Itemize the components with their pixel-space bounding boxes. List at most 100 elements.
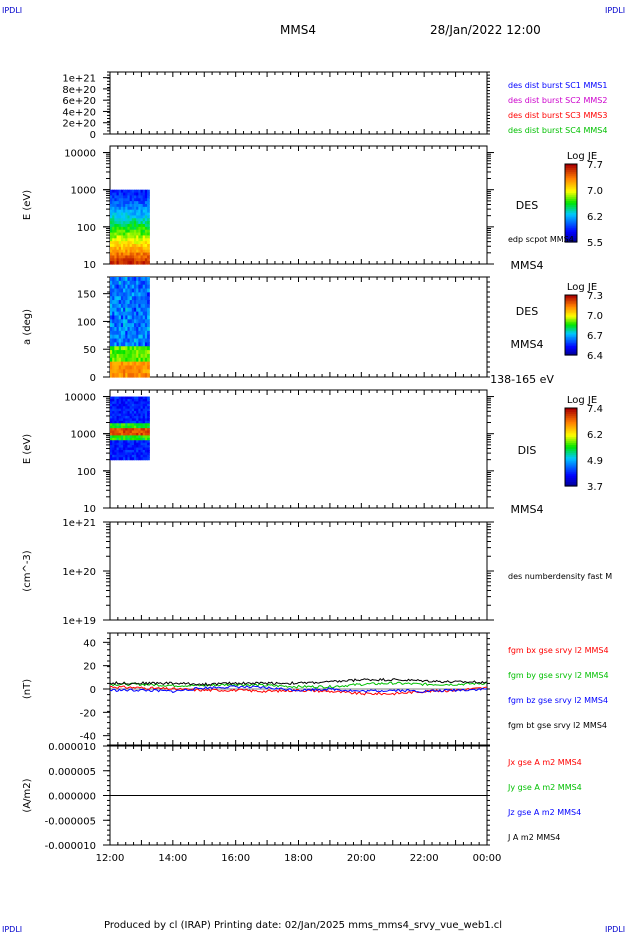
heatmap-cell <box>142 303 146 309</box>
heatmap-cell <box>133 430 137 434</box>
heatmap-cell <box>147 346 150 351</box>
heatmap-cell <box>123 238 126 242</box>
heatmap-cell <box>125 288 129 293</box>
heatmap-cell <box>123 447 126 451</box>
colorbar-segment <box>565 317 577 320</box>
heatmap-cell <box>123 241 126 245</box>
heatmap-cell <box>131 241 135 245</box>
heatmap-cell <box>147 243 150 248</box>
colorbar-segment <box>565 334 577 337</box>
heatmap-cell <box>123 369 126 374</box>
heatmap-cell <box>118 249 122 254</box>
heatmap-cell <box>116 296 120 301</box>
heatmap-cell <box>129 261 133 265</box>
heatmap-cell <box>147 192 150 197</box>
heatmap-cell <box>133 420 137 424</box>
heatmap-cell <box>114 365 118 370</box>
heatmap-cell <box>129 437 133 441</box>
heatmap-cell <box>144 203 148 208</box>
heatmap-cell <box>136 346 139 351</box>
heatmap-cell <box>136 300 139 305</box>
heatmap-cell <box>147 206 150 211</box>
heatmap-cell <box>116 365 120 370</box>
heatmap-cell <box>133 396 137 400</box>
heatmap-cell <box>142 232 146 237</box>
heatmap-cell <box>140 361 144 367</box>
heatmap-cell <box>123 411 126 415</box>
heatmap-cell <box>142 261 146 265</box>
heatmap-cell <box>110 401 113 405</box>
heatmap-cell <box>136 192 139 197</box>
heatmap-cell <box>138 440 142 444</box>
heatmap-cell <box>118 198 122 202</box>
heatmap-cell <box>110 357 113 363</box>
heatmap-cell <box>125 361 129 367</box>
heatmap-cell <box>142 440 146 444</box>
heatmap-cell <box>136 420 139 424</box>
heatmap-cell <box>133 238 137 242</box>
heatmap-cell <box>112 241 115 245</box>
heatmap-cell <box>136 232 139 237</box>
heatmap-cell <box>112 311 115 317</box>
heatmap-cell <box>123 303 126 309</box>
heatmap-cell <box>144 334 148 340</box>
heatmap-cell <box>131 449 135 453</box>
heatmap-cell <box>125 258 129 262</box>
heatmap-cell <box>125 428 129 432</box>
heatmap-cell <box>118 452 122 456</box>
heatmap-cell <box>144 357 148 363</box>
y-tick-label: 100 <box>77 223 96 234</box>
heatmap-cell <box>142 229 146 234</box>
heatmap-cell <box>116 415 120 419</box>
heatmap-cell <box>127 315 131 320</box>
side-label: DES <box>516 305 538 318</box>
heatmap-cell <box>138 261 142 265</box>
heatmap-cell <box>138 243 142 248</box>
heatmap-cell <box>138 353 142 359</box>
heatmap-cell <box>123 435 126 439</box>
legend-entry: des dist burst SC2 MMS2 <box>508 96 607 105</box>
y-tick-label: 100 <box>77 467 96 478</box>
heatmap-cell <box>133 401 137 405</box>
colorbar-segment <box>565 454 577 458</box>
heatmap-cell <box>114 215 118 219</box>
heatmap-cell <box>118 235 122 239</box>
heatmap-cell <box>118 241 122 245</box>
heatmap-cell <box>123 277 126 282</box>
heatmap-cell <box>136 445 139 449</box>
colorbar-segment <box>565 435 577 438</box>
heatmap-cell <box>133 203 137 208</box>
heatmap-cell <box>133 428 137 432</box>
heatmap-cell <box>125 330 129 336</box>
heatmap-cell <box>114 229 118 234</box>
heatmap-cell <box>147 319 150 324</box>
heatmap-cell <box>144 420 148 424</box>
heatmap-cell <box>112 303 115 309</box>
heatmap-cell <box>147 430 150 434</box>
heatmap-cell <box>125 203 129 208</box>
heatmap-cell <box>144 229 148 234</box>
heatmap-cell <box>140 425 144 429</box>
heatmap-cell <box>138 350 142 355</box>
heatmap-cell <box>147 258 150 262</box>
heatmap-cell <box>142 288 146 293</box>
heatmap-cell <box>131 249 135 254</box>
heatmap-cell <box>110 454 113 458</box>
heatmap-cell <box>147 303 150 309</box>
heatmap-cell <box>118 420 122 424</box>
heatmap-cell <box>129 300 133 305</box>
heatmap-cell <box>129 447 133 451</box>
heatmap-cell <box>120 277 124 282</box>
heatmap-cell <box>110 209 113 214</box>
heatmap-cell <box>142 369 146 374</box>
heatmap-cell <box>114 195 118 199</box>
heatmap-cell <box>138 334 142 340</box>
heatmap-cell <box>125 238 129 242</box>
heatmap-cell <box>144 258 148 262</box>
heatmap-cell <box>127 243 131 248</box>
heatmap-cell <box>136 457 139 461</box>
heatmap-cell <box>127 369 131 374</box>
heatmap-cell <box>147 454 150 458</box>
heatmap-cell <box>138 215 142 219</box>
heatmap-cell <box>136 327 139 332</box>
